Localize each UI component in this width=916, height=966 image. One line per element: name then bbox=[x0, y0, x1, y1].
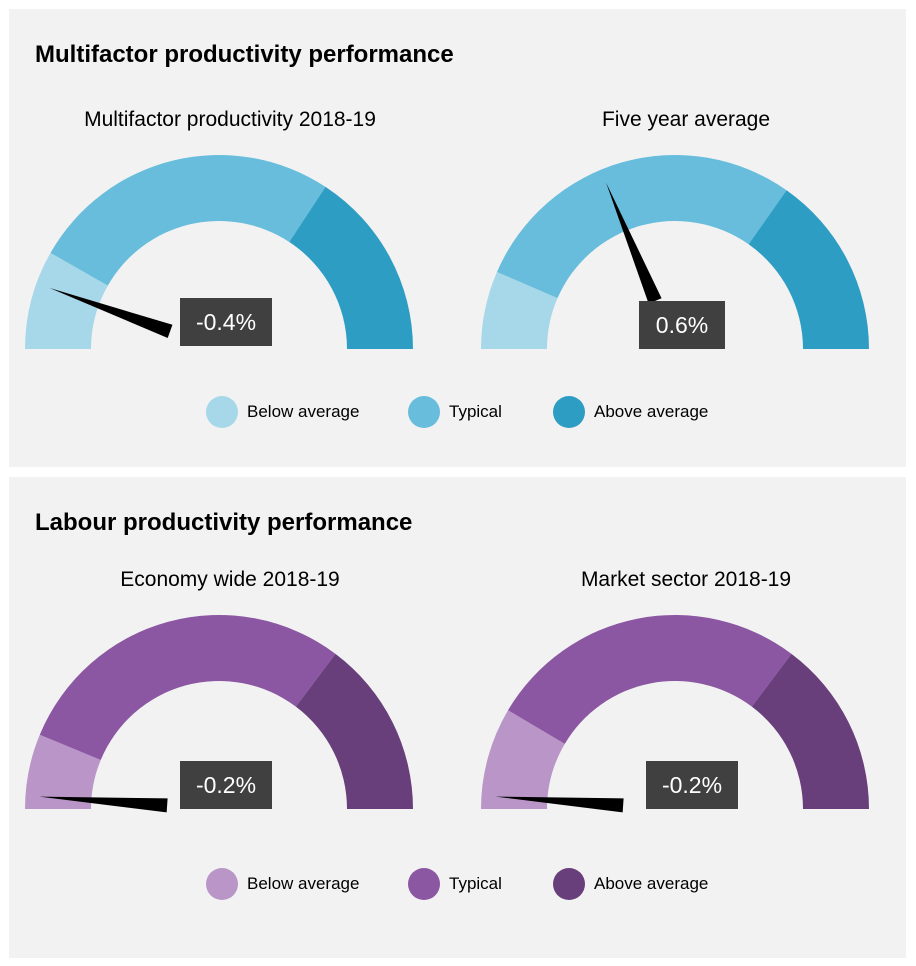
legend-item-above-average: Above average bbox=[553, 868, 708, 900]
band-below-average bbox=[25, 734, 101, 809]
gauge-title: Multifactor productivity 2018-19 bbox=[84, 108, 376, 131]
gauge-five-year-average: Five year average 0.6% bbox=[481, 108, 891, 358]
gauge-needle bbox=[495, 796, 624, 813]
gauge-title: Economy wide 2018-19 bbox=[120, 568, 340, 591]
gauge-title: Market sector 2018-19 bbox=[580, 568, 792, 591]
gauge-title: Five year average bbox=[601, 108, 771, 131]
gauge-value-label: -0.4% bbox=[180, 298, 272, 346]
band-below-average bbox=[481, 710, 565, 809]
legend-swatch bbox=[408, 396, 440, 428]
labour-panel: Labour productivity performance Economy … bbox=[9, 477, 906, 958]
band-below-average bbox=[481, 271, 558, 349]
band-typical bbox=[508, 615, 792, 744]
band-above-average bbox=[751, 653, 869, 809]
legend-label: Typical bbox=[449, 874, 502, 893]
legend-label: Below average bbox=[247, 402, 360, 421]
legend-item-typical: Typical bbox=[408, 868, 502, 900]
legend-item-below-average: Below average bbox=[206, 868, 359, 900]
gauge-needle bbox=[606, 182, 662, 304]
panel-title: Multifactor productivity performance bbox=[35, 41, 454, 68]
legend-swatch bbox=[206, 868, 238, 900]
band-typical bbox=[39, 615, 336, 761]
legend-item-typical: Typical bbox=[408, 396, 502, 428]
legend-swatch bbox=[408, 868, 440, 900]
legend-item-below-average: Below average bbox=[206, 396, 359, 428]
gauge-needle bbox=[49, 288, 173, 338]
gauge-dial bbox=[25, 154, 413, 349]
legend-label: Above average bbox=[594, 402, 709, 421]
band-below-average bbox=[25, 252, 108, 349]
panel-title: Labour productivity performance bbox=[35, 509, 413, 536]
legend-label: Typical bbox=[449, 402, 502, 421]
gauge-value-label: 0.6% bbox=[639, 301, 725, 349]
gauge-economy-wide: Economy wide 2018-19 -0.2% bbox=[25, 568, 435, 818]
gauge-needle bbox=[39, 796, 168, 813]
legend-label: Below average bbox=[247, 874, 360, 893]
band-above-average bbox=[295, 653, 413, 809]
band-typical bbox=[496, 154, 787, 299]
gauge-value-label: -0.2% bbox=[646, 761, 738, 809]
gauge-market-sector: Market sector 2018-19 -0.2% bbox=[481, 568, 891, 818]
legend-swatch bbox=[553, 868, 585, 900]
band-typical bbox=[50, 154, 326, 286]
gauge-dial bbox=[481, 154, 869, 349]
legend-label: Above average bbox=[594, 874, 709, 893]
gauge-dial bbox=[25, 615, 413, 813]
band-above-average bbox=[289, 186, 413, 349]
gauge-dial bbox=[481, 615, 869, 813]
gauge-value-label: -0.2% bbox=[180, 761, 272, 809]
legend-swatch bbox=[553, 396, 585, 428]
legend-swatch bbox=[206, 396, 238, 428]
multifactor-panel: Multifactor productivity performance Mul… bbox=[9, 9, 906, 467]
band-above-average bbox=[748, 190, 869, 349]
legend-item-above-average: Above average bbox=[553, 396, 708, 428]
gauge-multifactor-2018-19: Multifactor productivity 2018-19 -0.4% bbox=[25, 108, 435, 358]
